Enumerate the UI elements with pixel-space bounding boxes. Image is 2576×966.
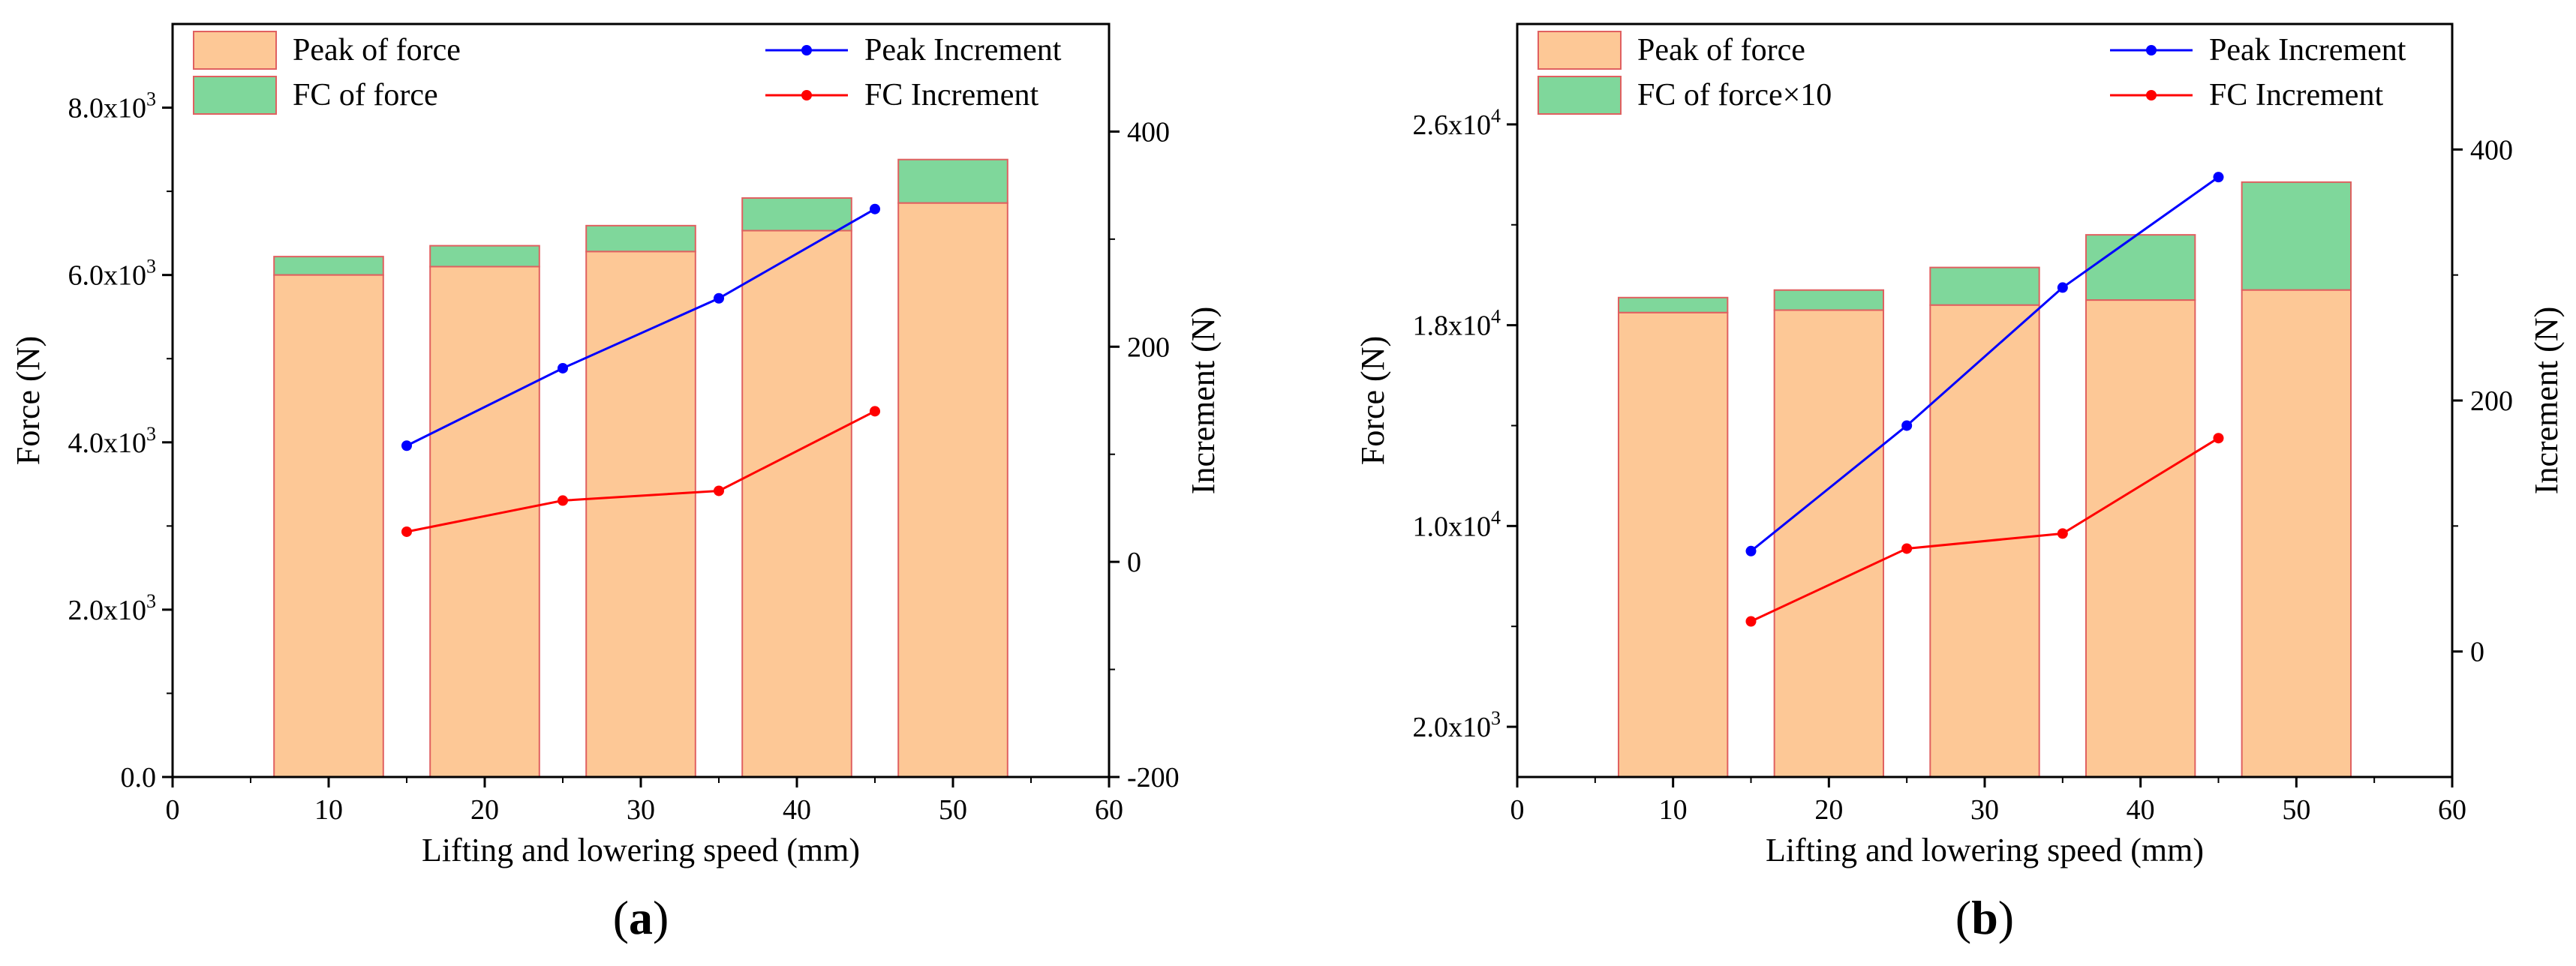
legend: Peak of force FC of force Peak Increment FC… xyxy=(193,31,1062,115)
chart-panel-a: 0 10 20 30 40 50 60 0.0 2.0x103 4.0x103 6.0x103 8.0… xyxy=(10,22,1222,944)
y-tick-label: 1.8x104 xyxy=(1413,306,1501,342)
x-tick-label: 20 xyxy=(1814,794,1843,826)
legend-swatch-fc xyxy=(1537,76,1622,115)
y-axis-title: Force (N) xyxy=(1354,336,1391,465)
fc-bar xyxy=(1617,296,1729,314)
y-tick-label: 2.0x103 xyxy=(68,590,157,626)
fc-increment-point xyxy=(714,485,724,496)
legend: Peak of force FC of force×10 Peak Incremen… xyxy=(1537,31,2406,115)
legend-label-fc-increment: FC Increment xyxy=(2209,78,2383,112)
peak-bar xyxy=(585,250,696,778)
y2-tick-label: 200 xyxy=(2470,386,2513,417)
y2-tick-label: 0 xyxy=(2470,637,2484,668)
panel-label: (a) xyxy=(613,891,669,944)
peak-increment-point xyxy=(2213,172,2224,183)
x-tick-label: 50 xyxy=(2282,794,2310,826)
x-tick-label: 40 xyxy=(2127,794,2155,826)
fc-increment-point xyxy=(2057,528,2068,539)
x-tick-label: 30 xyxy=(627,794,655,826)
legend-marker-fc-increment xyxy=(2146,90,2157,100)
y-tick-label: 0.0 xyxy=(121,762,157,794)
y-axis-title: Force (N) xyxy=(10,336,47,465)
peak-bar xyxy=(2085,299,2196,778)
peak-bar xyxy=(1773,309,1885,778)
peak-bar xyxy=(2241,289,2352,778)
legend-label-peak: Peak of force xyxy=(1637,33,1805,68)
y-tick-label: 6.0x103 xyxy=(68,256,157,292)
peak-increment-point xyxy=(2057,282,2068,293)
peak-increment-point xyxy=(714,292,724,304)
fc-increment-line xyxy=(406,410,876,533)
legend-marker-fc-increment xyxy=(801,90,812,100)
legend-label-peak: Peak of force xyxy=(293,33,461,68)
legend-marker-peak-increment xyxy=(801,45,812,56)
x-tick-label: 0 xyxy=(1510,794,1525,826)
legend-swatch-fc xyxy=(193,76,277,115)
peak-increment-line xyxy=(406,208,876,447)
x-tick-label: 30 xyxy=(1970,794,1999,826)
x-tick-label: 10 xyxy=(1659,794,1688,826)
y2-axis-title: Increment (N) xyxy=(2528,307,2565,494)
legend-label-peak-increment: Peak Increment xyxy=(864,33,1062,68)
y-tick-label: 2.6x104 xyxy=(1413,105,1501,141)
fc-increment-point xyxy=(870,406,880,417)
x-axis-title: Lifting and lowering speed (mm) xyxy=(422,832,860,868)
fc-bar xyxy=(2085,234,2196,302)
y-tick-label: 8.0x103 xyxy=(68,88,157,124)
legend-label-fc: FC of force×10 xyxy=(1637,78,1832,112)
y-tick-label: 2.0x103 xyxy=(1413,707,1501,743)
peak-bar xyxy=(273,274,384,778)
legend-label-peak-increment: Peak Increment xyxy=(2209,33,2406,68)
peak-increment-point xyxy=(558,362,568,374)
x-tick-label: 10 xyxy=(314,794,343,826)
peak-increment-line xyxy=(1750,176,2220,552)
fc-increment-point xyxy=(1901,543,1913,554)
peak-increment-point xyxy=(870,203,880,214)
fc-bar xyxy=(2241,181,2352,291)
x-tick-label: 50 xyxy=(939,794,967,826)
fc-bar xyxy=(585,224,696,253)
fc-bar xyxy=(429,244,540,268)
y2-axis-title: Increment (N) xyxy=(1185,307,1222,494)
legend-swatch-peak xyxy=(193,31,277,70)
fc-increment-point xyxy=(558,495,568,506)
legend-swatch-peak xyxy=(1537,31,1622,70)
y2-tick-label: 0 xyxy=(1127,547,1141,578)
x-tick-label: 60 xyxy=(2438,794,2466,826)
y2-tick-label: -200 xyxy=(1127,762,1180,794)
peak-increment-point xyxy=(1901,420,1913,431)
fc-increment-point xyxy=(2213,433,2224,444)
peak-increment-point xyxy=(1745,545,1757,556)
fc-bar xyxy=(1773,289,1885,311)
legend-marker-peak-increment xyxy=(2146,45,2157,56)
chart-panel-b: 0 10 20 30 40 50 60 2.0x103 1.0x104 1.8x104 2.6x10… xyxy=(1354,22,2565,944)
fc-bar xyxy=(273,256,384,276)
y2-tick-label: 200 xyxy=(1127,332,1170,363)
x-tick-label: 40 xyxy=(783,794,811,826)
peak-bar xyxy=(1617,311,1729,778)
y2-tick-label: 400 xyxy=(1127,116,1170,148)
fc-bar xyxy=(741,197,852,232)
fc-increment-line xyxy=(1750,436,2220,622)
y2-tick-label: 400 xyxy=(2470,134,2513,166)
fc-increment-point xyxy=(401,526,412,537)
x-axis-title: Lifting and lowering speed (mm) xyxy=(1766,832,2204,868)
x-tick-label: 60 xyxy=(1095,794,1123,826)
y-tick-label: 4.0x103 xyxy=(68,423,157,459)
peak-bar xyxy=(897,202,1008,778)
y-tick-label: 1.0x104 xyxy=(1413,506,1501,542)
peak-bar xyxy=(741,230,852,778)
x-tick-label: 20 xyxy=(470,794,499,826)
peak-increment-point xyxy=(401,440,412,452)
legend-label-fc: FC of force xyxy=(293,78,438,112)
fc-increment-point xyxy=(1745,616,1757,627)
x-tick-label: 0 xyxy=(166,794,180,826)
legend-label-fc-increment: FC Increment xyxy=(864,78,1039,112)
fc-bar xyxy=(1929,266,2040,306)
fc-bar xyxy=(897,158,1008,204)
peak-bar xyxy=(429,266,540,778)
panel-label: (b) xyxy=(1955,891,2014,944)
